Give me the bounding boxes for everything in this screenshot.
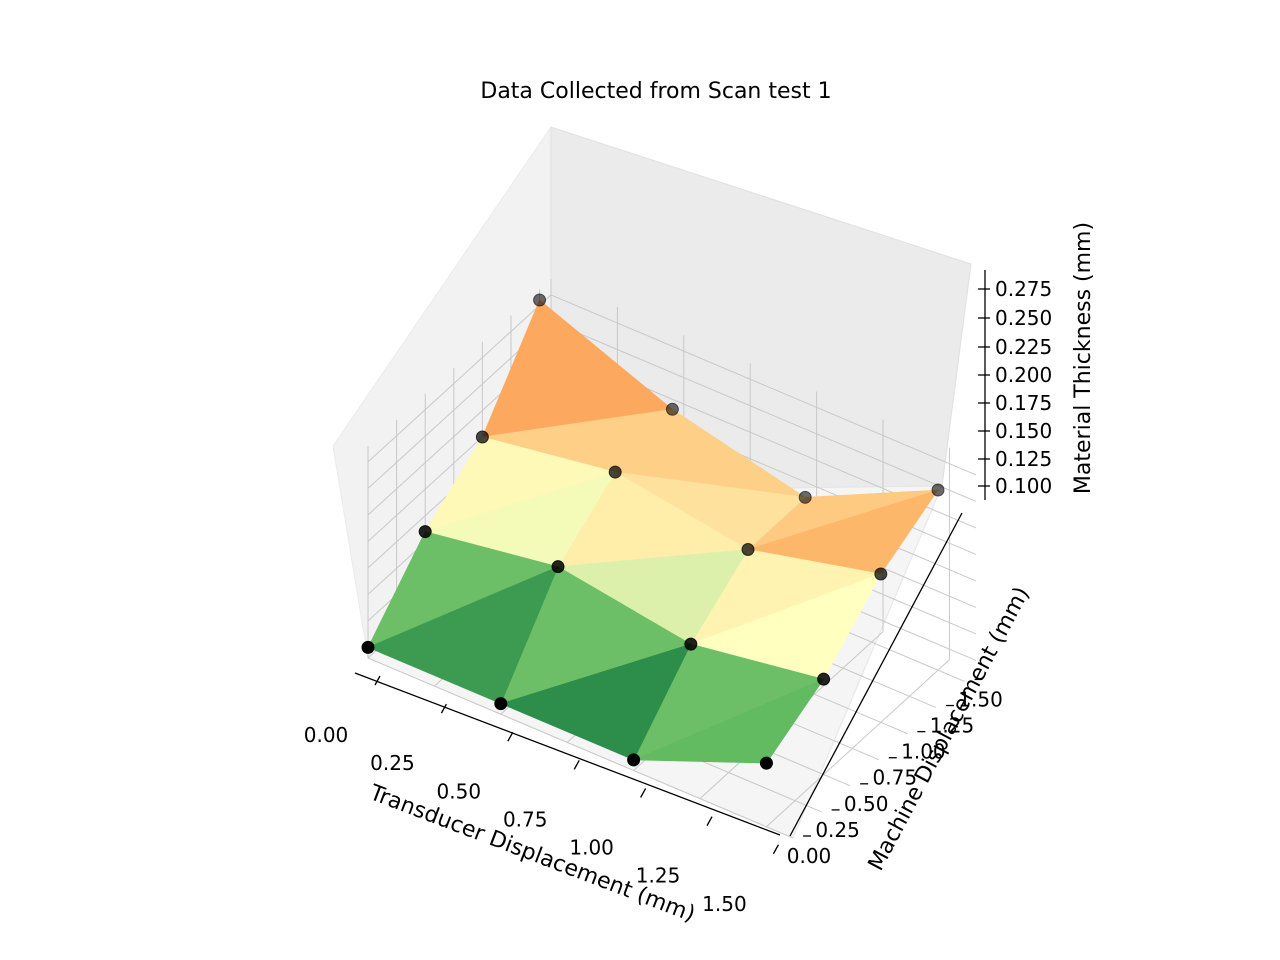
data-point [817,672,831,686]
z-tick-label: 0.175 [995,391,1052,415]
x-tick-label: 0.00 [304,723,349,747]
z-tick-label: 0.125 [995,447,1052,471]
x-axis-line [354,672,781,836]
x-tick-label: 0.50 [437,779,482,803]
y-axis-line [789,512,963,837]
z-tick-label: 0.150 [995,419,1052,443]
grid-line [367,294,552,463]
surface-face [499,643,692,761]
z-tick-label: 0.275 [995,277,1052,301]
x-tick-label: 0.25 [370,751,415,775]
data-point [361,640,375,654]
data-point [684,637,698,651]
y-tick-label: 1.25 [930,714,975,738]
x-tick-mark [772,844,780,855]
data-point [759,756,773,770]
x-axis-label: Transducer Displacement (mm) [365,780,698,927]
x-tick-label: 0.75 [503,807,548,831]
data-point [874,567,888,581]
data-point [494,697,508,711]
data-point [551,560,565,574]
y-tick-label: 0.25 [815,818,860,842]
y-tick-label: 0.75 [873,766,918,790]
y-tick-label: 1.00 [901,740,946,764]
surface-face [367,566,559,705]
z-tick-label: 0.100 [995,474,1052,498]
z-tick-label: 0.250 [995,306,1052,330]
x-tick-mark [374,675,381,686]
z-axis-label: Material Thickness (mm) [1071,222,1096,494]
x-tick-mark [640,788,647,798]
x-tick-mark [507,731,514,742]
data-point [627,753,641,767]
data-point [608,465,622,479]
data-point [418,525,432,539]
z-axis-ticks: 0.100 0.125 0.150 0.175 0.200 0.225 0.250 0.275 [978,277,1052,498]
y-tick-label: 1.50 [958,687,1003,711]
grid-line [367,657,794,839]
surface [367,299,939,764]
data-point [741,543,755,557]
grid-line [766,659,950,828]
x-tick-mark [706,816,713,826]
data-points [361,293,945,770]
x-axis-ticks: 0.00 0.25 0.50 0.75 1.00 1.25 1.50 [304,675,780,916]
x-tick-mark [573,760,580,770]
data-point [665,402,679,416]
z-tick-label: 0.225 [995,335,1052,359]
z-tick-label: 0.200 [995,363,1052,387]
data-point [475,430,489,444]
y-tick-label: 0.50 [844,792,889,816]
grid-line [550,294,977,476]
x-tick-label: 1.50 [702,892,747,916]
x-tick-label: 1.25 [636,864,681,888]
y-tick-label: 0.00 [787,844,832,868]
surface-face [633,678,825,764]
grid-line [550,320,977,502]
y-axis-ticks: 0.000.250.500.751.001.25 1.50 [787,678,1003,868]
x-tick-label: 1.00 [569,836,614,860]
chart-title: Data Collected from Scan test 1 [480,79,831,104]
data-point [931,483,945,497]
data-point [533,293,547,307]
data-point [798,490,812,504]
x-tick-mark [440,703,447,714]
